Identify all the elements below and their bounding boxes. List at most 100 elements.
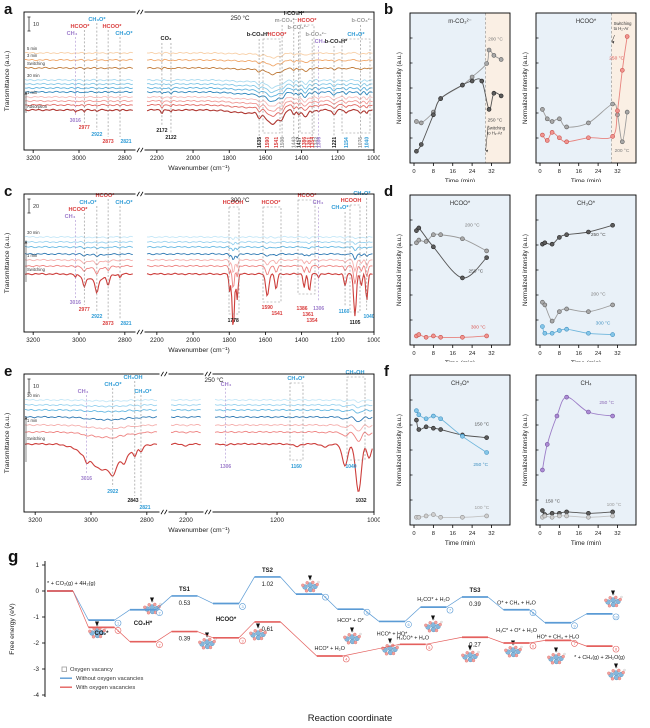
data-point <box>540 107 545 112</box>
species-label: CH₃O* <box>134 389 152 395</box>
annotation-arrowhead <box>611 40 615 44</box>
series-temp-label: 200 °C <box>488 37 503 43</box>
plot-area <box>24 374 374 512</box>
data-point <box>416 515 422 520</box>
data-point <box>414 119 419 124</box>
state-label: HCO* + O* <box>337 618 364 624</box>
y-axis-title: Normalized intensity (a.u.) <box>522 52 529 124</box>
x-tick-label: 3000 <box>72 155 86 162</box>
data-point <box>542 330 548 336</box>
data-point <box>460 236 465 242</box>
data-point <box>544 138 550 143</box>
peak-wavenumber: 2977 <box>79 125 90 131</box>
data-point <box>491 53 497 58</box>
subplot-title: CH₄ <box>580 381 592 387</box>
data-point <box>418 142 424 147</box>
spectrum-curve <box>170 423 201 427</box>
spectrum-curve <box>24 99 133 103</box>
data-point <box>484 333 489 339</box>
barrier-value: 0.27 <box>469 642 481 648</box>
data-point <box>549 515 555 520</box>
species-label: b-CO₃²⁻ <box>287 24 308 31</box>
data-point <box>416 412 422 418</box>
curve-time-label: 3 min <box>27 53 38 58</box>
peak-wavenumber: 1105 <box>350 320 361 326</box>
species-label: HCOO* <box>298 193 318 199</box>
curve-time-label: 1 min <box>27 90 38 95</box>
barrier-value: 0.39 <box>469 602 481 608</box>
data-point <box>549 130 555 135</box>
data-point <box>431 512 436 517</box>
kinetics-subplot: 250 °C 150 °C 100 °C 0 8 16 24 32 CH₄ Time (min) N… <box>522 374 637 545</box>
molecule-inset <box>504 640 523 658</box>
step-number: 6 <box>532 645 534 649</box>
x-tick-label: 2000 <box>186 337 200 344</box>
step-number: 4 <box>345 658 347 662</box>
y-axis-title: Normalized intensity (a.u.) <box>522 414 529 486</box>
state-label: * + CH₄(g) + 2H₂O(g) <box>574 655 625 661</box>
spectrum-curve <box>146 78 373 89</box>
step-number-badge <box>405 621 412 628</box>
step-number: 1 <box>117 622 119 626</box>
spectrum-curve <box>146 82 373 94</box>
barrier-value: 0.53 <box>179 601 191 607</box>
peak-wavenumber: 1361 <box>302 312 313 318</box>
peak-wavenumber: 1508 <box>280 137 286 148</box>
series-temp-label: 250 °C <box>473 462 488 468</box>
data-point <box>610 513 615 519</box>
step-number-badge <box>114 619 122 627</box>
spectrum-curve <box>24 442 158 477</box>
peak-wavenumber: 1541 <box>274 137 280 148</box>
data-point <box>610 222 615 228</box>
x-tick-label: 1600 <box>259 337 273 344</box>
step-number: 2 <box>158 643 160 647</box>
peak-wavenumber: 1386 <box>302 137 308 148</box>
peak-wavenumber: 1306 <box>220 464 231 470</box>
spectrum-curve <box>24 86 133 90</box>
panel-e-letter: e <box>4 363 13 380</box>
spectrum-curve <box>24 258 133 266</box>
x-tick-label: 2200 <box>150 337 164 344</box>
kinetics-subplot: 250 °C 200 °C 300 °C 0 8 16 24 32 CH₃O* Time (min… <box>522 194 637 362</box>
spectrum-curve <box>214 415 373 423</box>
data-point <box>423 239 429 244</box>
data-point <box>414 417 419 423</box>
peak-wavenumber: 1306 <box>313 306 324 312</box>
data-point <box>484 513 489 519</box>
x-tick-label: 1000 <box>367 155 380 162</box>
y-axis-title: Free energy (eV) <box>9 603 16 654</box>
panel-f-kinetics-chart: 150 °C 250 °C 100 °C 0 8 16 24 32 CH₃O* Time (min… <box>396 374 637 545</box>
peak-group-bracket <box>228 206 240 315</box>
data-point <box>469 74 475 80</box>
x-tick-label: 0 <box>412 351 415 357</box>
x-axis-title: Time (min) <box>445 540 475 545</box>
peak-group-bracket <box>297 199 316 295</box>
x-tick-label: 8 <box>432 351 435 357</box>
peak-wavenumber: 1354 <box>310 137 316 148</box>
time-arrow <box>24 91 28 95</box>
series-temp-label: 300 °C <box>596 320 611 326</box>
data-point <box>610 332 615 337</box>
x-tick-label: 1200 <box>331 337 345 344</box>
peak-wavenumber: 1590 <box>262 305 273 311</box>
curve-time-label: Switching <box>27 436 46 441</box>
peak-group-bracket <box>262 38 281 134</box>
peak-wavenumber: 1032 <box>355 498 366 504</box>
state-label: H₂CO* + H₂O <box>417 597 450 603</box>
panel-g-letter: g <box>8 547 19 566</box>
series-temp-label: 100 °C <box>607 502 622 508</box>
data-point <box>557 135 562 141</box>
spectra-curves <box>24 235 373 325</box>
data-point <box>564 139 569 145</box>
peak-wavenumber: 1361 <box>306 137 312 148</box>
data-point <box>431 244 436 250</box>
x-tick-label: 0 <box>412 531 415 537</box>
panel-d-kinetics-chart: 200 °C 250 °C 300 °C 0 8 16 24 32 HCOO* Time (min… <box>396 194 637 362</box>
spectrum-curve <box>146 95 373 107</box>
step-number-badge <box>239 603 246 610</box>
data-point <box>418 120 424 126</box>
peak-wavenumber: 3016 <box>70 118 81 124</box>
curve-time-label: 1 min <box>27 418 38 423</box>
